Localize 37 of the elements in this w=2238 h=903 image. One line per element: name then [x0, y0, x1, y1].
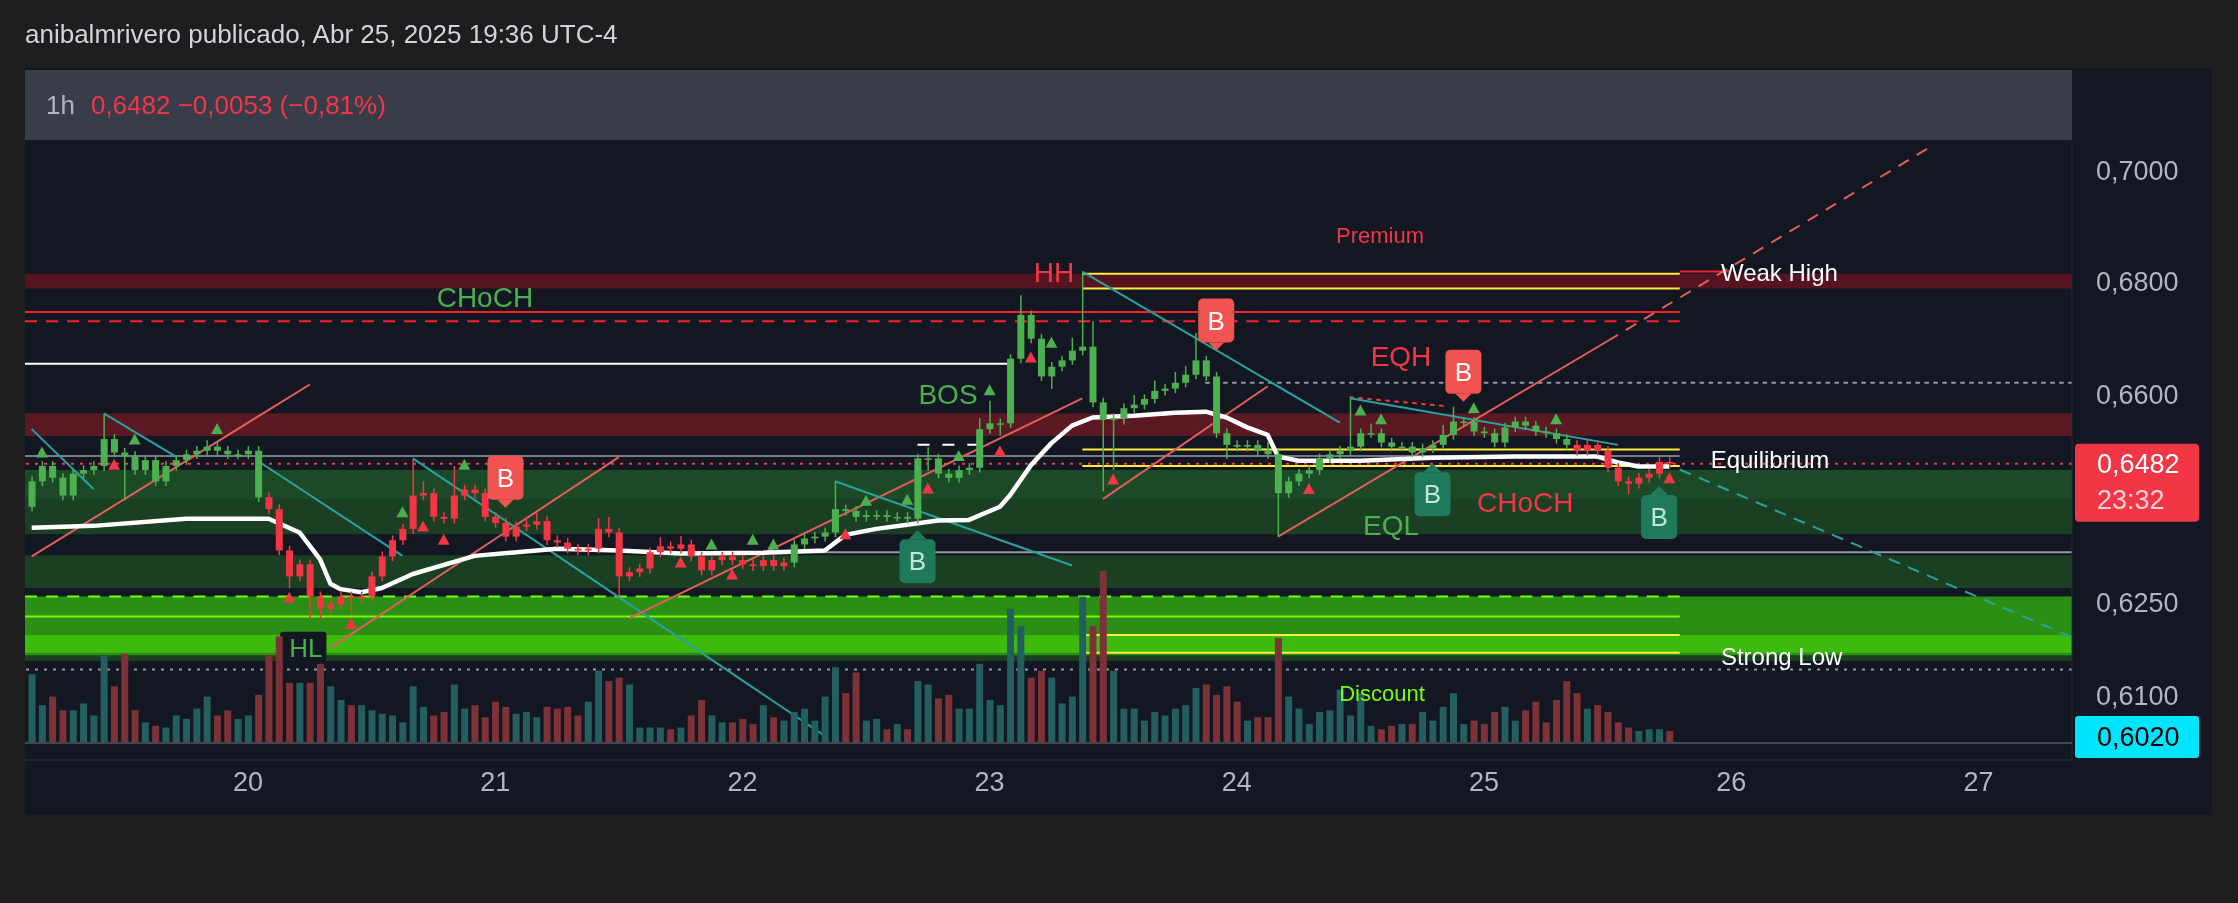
chart-title: 1h	[46, 89, 75, 121]
x-tick-label: 21	[480, 767, 511, 798]
text: anibalmrivero publicado, Abr 25, 2025 19:36 UTC-4	[25, 18, 618, 51]
annotation: Strong Low	[1720, 642, 1844, 670]
annotation: Weak High	[1720, 258, 1838, 286]
y-tick-label: 0,6800	[2096, 266, 2179, 297]
annotation: B	[1454, 356, 1473, 387]
y-tick-label: 0,7000	[2096, 156, 2179, 187]
ref-line-label: 0,6482	[2097, 448, 2180, 479]
chart-subtitle: 0,6482 −0,0053 (−0,81%)	[90, 89, 386, 121]
annotation: HH	[1033, 256, 1075, 288]
annotation: CHoCH	[1476, 486, 1574, 518]
annotation: Premium	[1335, 222, 1425, 249]
x-tick-label: 22	[727, 767, 758, 798]
annotation: B	[908, 546, 927, 577]
annotation: EQH	[1370, 340, 1432, 373]
annotation: Equilibrium	[1710, 445, 1830, 473]
annotation: EQL	[1362, 509, 1420, 542]
text: 23:32	[2097, 484, 2165, 515]
x-tick-label: 26	[1716, 767, 1747, 798]
x-tick-label: 25	[1469, 767, 1500, 798]
y-tick-label: 0,6250	[2096, 588, 2179, 619]
x-tick-label: 20	[232, 767, 264, 798]
annotation: HL	[289, 632, 323, 663]
annotation: B	[1207, 305, 1225, 336]
x-tick-label: 24	[1221, 767, 1252, 798]
x-tick-label: 27	[1963, 767, 1994, 798]
y-tick-label: 0,6100	[2096, 680, 2179, 711]
y-tick-label: 0,6600	[2096, 380, 2179, 411]
annotation: B	[1650, 501, 1668, 532]
annotation: Discount	[1339, 680, 1425, 707]
x-tick-label: 23	[974, 767, 1005, 798]
annotation: BOS	[918, 378, 978, 411]
annotation: CHoCH	[436, 282, 534, 314]
text: 0,6020	[2075, 716, 2199, 758]
annotation: B	[496, 462, 515, 493]
annotation: B	[1423, 479, 1442, 510]
